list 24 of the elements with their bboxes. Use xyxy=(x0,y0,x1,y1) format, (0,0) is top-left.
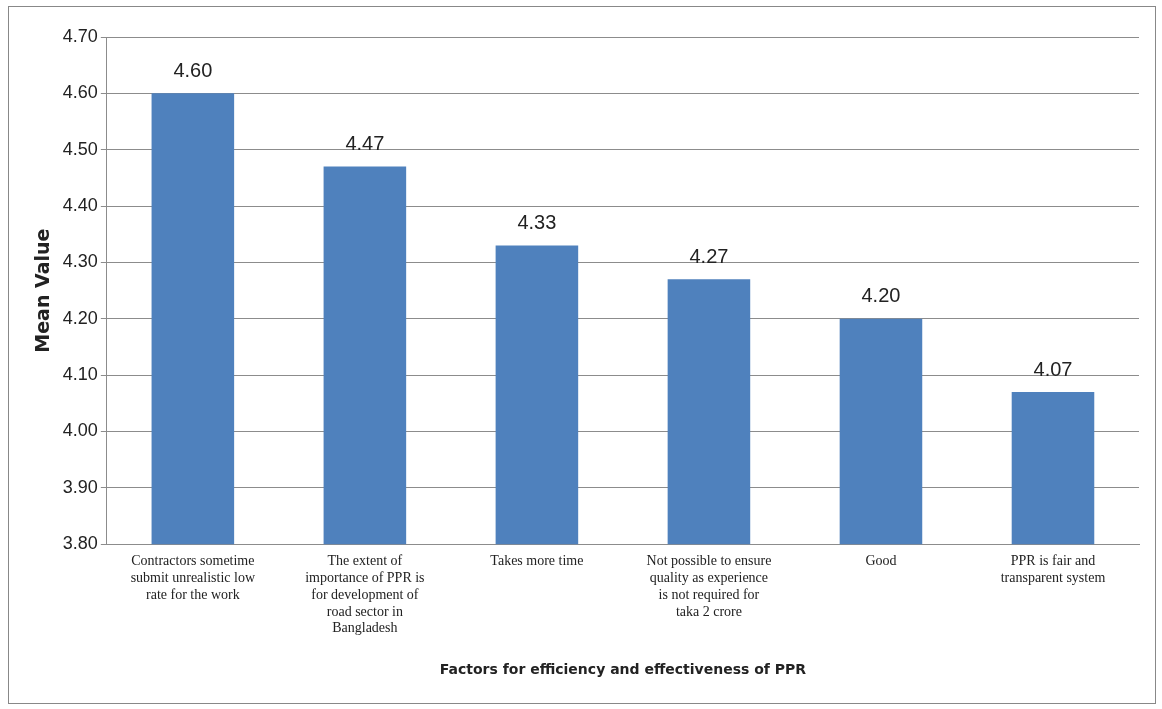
y-tick-label: 4.00 xyxy=(62,420,98,441)
data-label: 4.27 xyxy=(689,244,729,267)
y-tick-label: 4.10 xyxy=(62,364,98,385)
y-tick-label: 3.90 xyxy=(62,476,98,497)
x-tick-label: Not possible to ensure quality as experience is not required for taka 2 crore xyxy=(646,553,772,619)
x-tick-label: PPR is fair and transparent system xyxy=(1000,553,1106,586)
x-axis-title: Factors for efficiency and effectiveness of PPR xyxy=(439,661,807,678)
x-tick-label: Takes more time xyxy=(490,553,584,569)
data-label: 4.60 xyxy=(173,58,213,81)
y-tick-label: 3.80 xyxy=(62,533,98,554)
data-label: 4.20 xyxy=(861,284,901,307)
y-tick-label: 4.50 xyxy=(62,138,98,159)
x-tick-label: Good xyxy=(865,553,897,569)
y-tick-label: 4.60 xyxy=(62,82,98,103)
data-label: 4.07 xyxy=(1033,357,1073,380)
y-tick-label: 4.30 xyxy=(62,251,98,272)
y-tick-label: 4.20 xyxy=(62,307,98,328)
y-tick-label: 4.40 xyxy=(62,195,98,216)
data-label: 4.47 xyxy=(345,132,385,155)
data-label: 4.33 xyxy=(517,211,557,234)
x-tick-label: Contractors sometime submit unrealistic low rate for the work xyxy=(130,553,256,602)
x-tick-label: The extent of importance of PPR is for development of road sector in Bangladesh xyxy=(305,553,425,636)
y-tick-label: 4.70 xyxy=(62,25,98,46)
y-axis-title: Mean Value xyxy=(31,228,54,353)
